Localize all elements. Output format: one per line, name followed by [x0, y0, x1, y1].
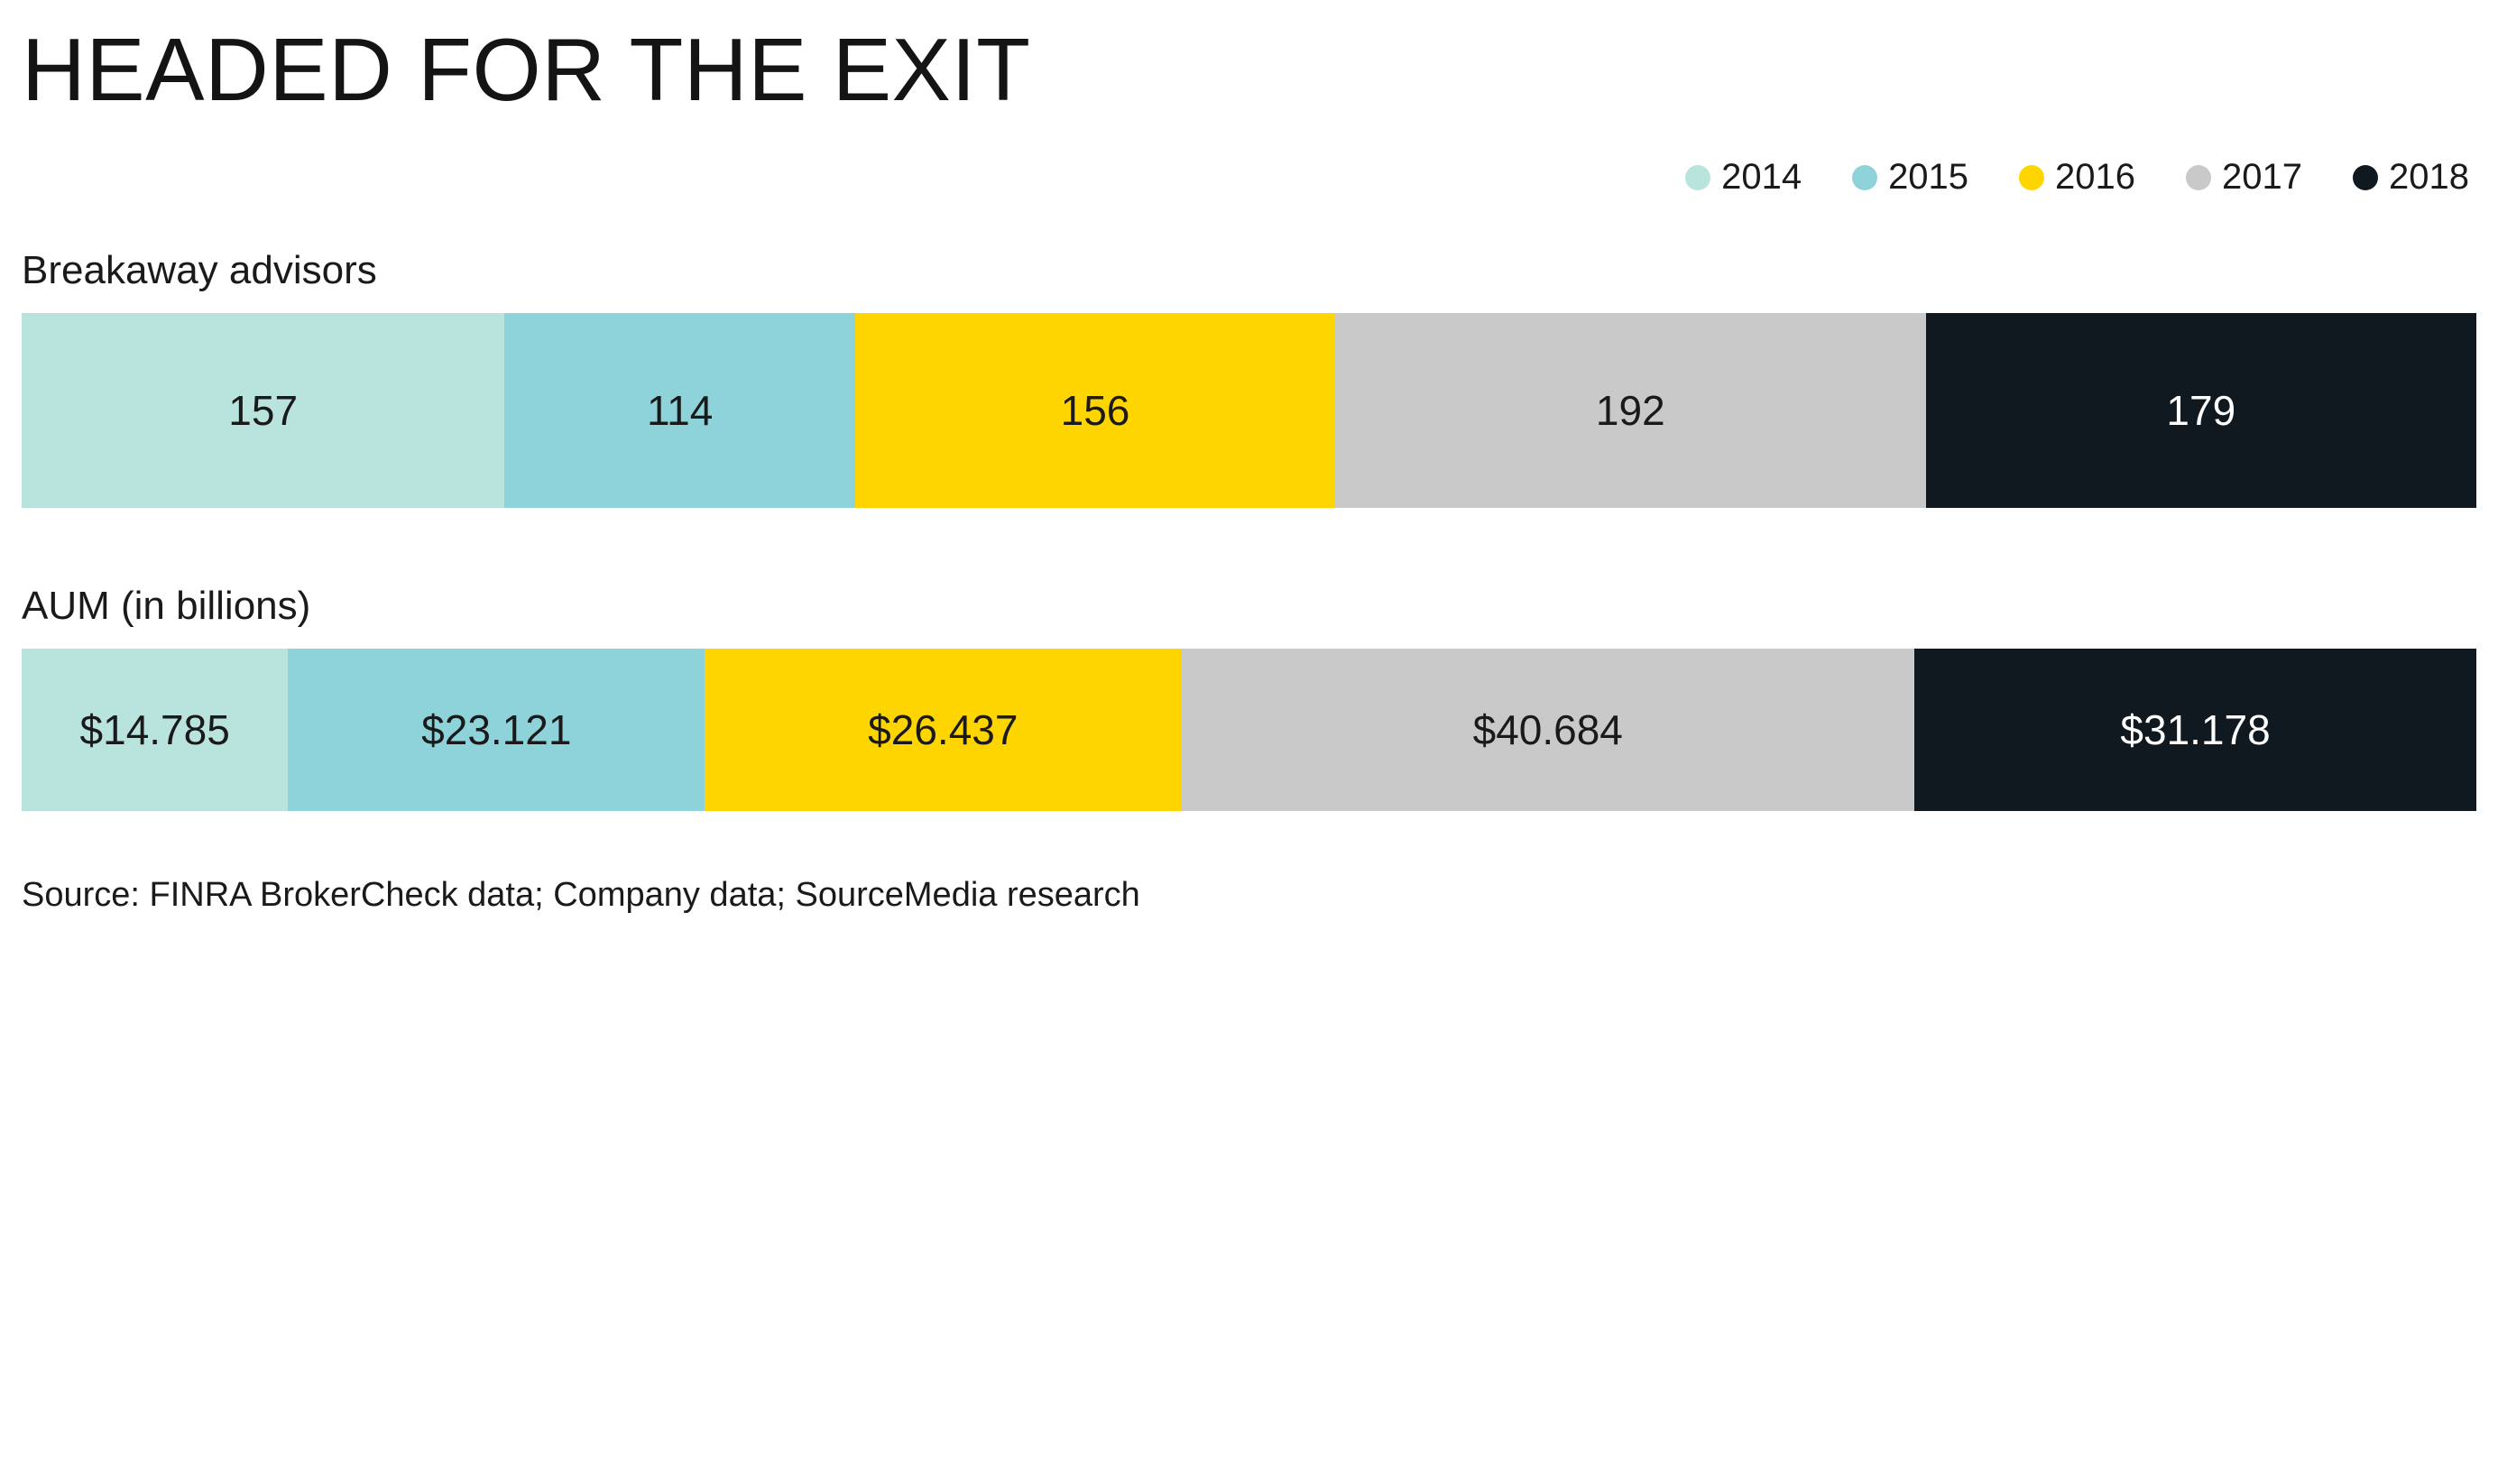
legend-swatch — [1852, 165, 1877, 190]
bar-segment: 156 — [855, 313, 1335, 508]
section-label: AUM (in billions) — [22, 584, 2476, 629]
legend-item: 2018 — [2353, 157, 2469, 198]
bar-segment: $14.785 — [22, 649, 288, 811]
chart-title: HEADED FOR THE EXIT — [22, 25, 2476, 114]
legend-swatch — [2353, 165, 2378, 190]
stacked-bar: 157 114 156 192 179 — [22, 313, 2476, 508]
segment-value: 114 — [647, 386, 713, 435]
segment-value: 157 — [228, 386, 298, 435]
segment-value: $40.684 — [1473, 705, 1623, 754]
segment-value: $23.121 — [421, 705, 571, 754]
legend-label: 2015 — [1888, 157, 1968, 198]
legend-swatch — [2186, 165, 2211, 190]
legend-item: 2016 — [2019, 157, 2135, 198]
legend-label: 2018 — [2389, 157, 2469, 198]
segment-value: $26.437 — [868, 705, 1018, 754]
source-text: Source: FINRA BrokerCheck data; Company … — [22, 876, 2476, 915]
legend-item: 2014 — [1685, 157, 1802, 198]
segment-value: $31.178 — [2120, 705, 2270, 754]
segment-value: 179 — [2166, 386, 2235, 435]
legend-label: 2017 — [2222, 157, 2302, 198]
chart-gap — [22, 508, 2476, 584]
charts: Breakaway advisors 157 114 156 192 179 AUM (in… — [22, 248, 2476, 811]
segment-value: $14.785 — [80, 705, 230, 754]
stacked-bar: $14.785 $23.121 $26.437 $40.684 $31.178 — [22, 649, 2476, 811]
bar-segment: 114 — [504, 313, 855, 508]
legend-swatch — [2019, 165, 2044, 190]
bar-segment: 192 — [1335, 313, 1926, 508]
bar-segment: $31.178 — [1914, 649, 2476, 811]
segment-value: 192 — [1596, 386, 1665, 435]
legend-swatch — [1685, 165, 1710, 190]
bar-segment: $40.684 — [1181, 649, 1914, 811]
segment-value: 156 — [1061, 386, 1130, 435]
chart-container: HEADED FOR THE EXIT 2014 2015 2016 2017 2018… — [0, 0, 2498, 951]
section-label: Breakaway advisors — [22, 248, 2476, 293]
legend-label: 2016 — [2055, 157, 2135, 198]
bar-segment: 179 — [1926, 313, 2476, 508]
legend-item: 2015 — [1852, 157, 1968, 198]
legend-label: 2014 — [1721, 157, 1802, 198]
legend-item: 2017 — [2186, 157, 2302, 198]
bar-segment: $26.437 — [705, 649, 1181, 811]
legend: 2014 2015 2016 2017 2018 — [22, 157, 2476, 198]
bar-segment: 157 — [22, 313, 504, 508]
bar-segment: $23.121 — [288, 649, 705, 811]
